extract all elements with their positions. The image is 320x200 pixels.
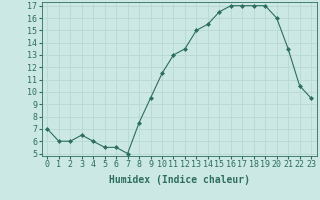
X-axis label: Humidex (Indice chaleur): Humidex (Indice chaleur) [109,175,250,185]
